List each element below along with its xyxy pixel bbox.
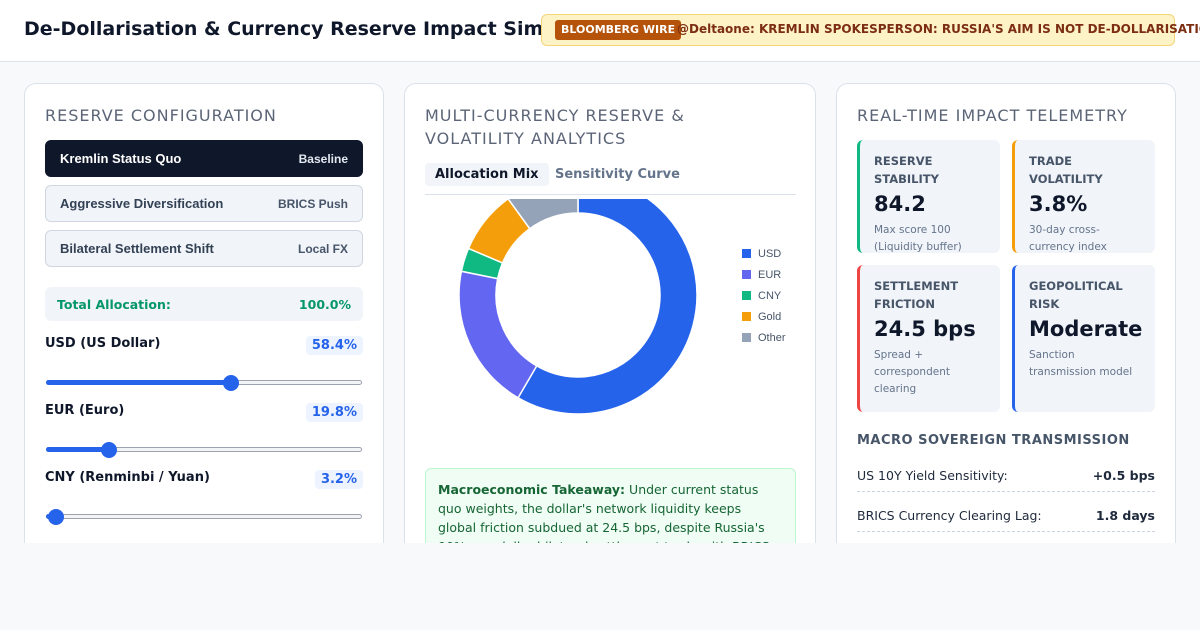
donut-chart: USD EUR CNY Gold Other xyxy=(458,199,786,415)
telemetry-card: REAL-TIME IMPACT TELEMETRY RESERVE STABI… xyxy=(836,83,1176,543)
tab[interactable]: Sensitivity Curve xyxy=(555,167,680,182)
scenario-name: Kremlin Status Quo xyxy=(60,151,182,166)
donut-slice xyxy=(458,270,538,399)
slider-label: USD (US Dollar) xyxy=(45,336,161,351)
metric-value: 24.5 bps xyxy=(874,317,976,341)
slider-fill xyxy=(46,380,231,385)
tab-divider xyxy=(425,194,796,195)
takeaway-label: Macroeconomic Takeaway: xyxy=(438,482,626,497)
scenario-button[interactable]: Kremlin Status Quo Baseline xyxy=(45,140,363,177)
app-title: De-Dollarisation & Currency Reserve Impa… xyxy=(24,18,608,40)
scenario-tag: Baseline xyxy=(298,151,348,166)
slider-value: 19.8% xyxy=(305,403,363,422)
legend-label: Gold xyxy=(758,311,781,323)
legend-swatch xyxy=(742,312,751,321)
metric-label: TRADE VOLATILITY xyxy=(1029,154,1103,186)
metric-note: Sanction transmission model xyxy=(1029,349,1133,378)
legend-swatch xyxy=(742,333,751,342)
card-title: REAL-TIME IMPACT TELEMETRY xyxy=(857,106,1128,125)
metric-note: Max score 100 (Liquidity buffer) xyxy=(874,224,962,253)
metric-label: GEOPOLITICAL RISK xyxy=(1029,279,1123,311)
news-banner: BLOOMBERG WIRE @Deltaone: KREMLIN SPOKES… xyxy=(541,14,1200,46)
news-ticker[interactable]: @Deltaone: KREMLIN SPOKESPERSON: RUSSIA'… xyxy=(677,22,1200,36)
card-title: RESERVE CONFIGURATION xyxy=(45,106,277,125)
slider-thumb[interactable] xyxy=(48,509,65,525)
metric-value: Moderate xyxy=(1029,317,1143,341)
metric-note: 30-day cross-currency index xyxy=(1029,224,1107,253)
takeaway-text: Under current status quo weights, the do… xyxy=(438,482,770,543)
slider-thumb[interactable] xyxy=(222,375,239,391)
donut-slice xyxy=(467,199,531,264)
total-value: 100.0% xyxy=(298,296,351,312)
total-allocation: Total Allocation: 100.0% xyxy=(45,287,363,321)
metric: TRADE VOLATILITY 3.8% 30-day cross-currenc… xyxy=(1012,140,1155,253)
tab-active[interactable]: Allocation Mix xyxy=(425,163,549,186)
macro-row: US 10Y Yield Sensitivity: +0.5 bps xyxy=(857,468,1155,492)
legend-swatch xyxy=(742,270,751,279)
metric-note: Spread + correspondent clearing xyxy=(874,349,950,395)
row-label: US 10Y Yield Sensitivity: xyxy=(857,468,1008,483)
slider-track[interactable] xyxy=(46,514,362,519)
legend-swatch xyxy=(742,291,751,300)
legend-swatch xyxy=(742,249,751,258)
slider-value: 58.4% xyxy=(305,336,363,355)
slider-label: EUR (Euro) xyxy=(45,403,125,418)
header: De-Dollarisation & Currency Reserve Impa… xyxy=(0,0,1200,62)
analytics-card: MULTI-CURRENCY RESERVE & VOLATILITY ANAL… xyxy=(404,83,816,543)
scenario-tag: Local FX xyxy=(297,241,348,256)
slider-label: CNY (Renminbi / Yuan) xyxy=(45,470,210,485)
metric-value: 3.8% xyxy=(1029,192,1088,216)
card-title: MULTI-CURRENCY RESERVE & VOLATILITY ANAL… xyxy=(425,106,685,148)
slider-thumb[interactable] xyxy=(100,442,117,458)
row-value: +0.5 bps xyxy=(1092,468,1155,483)
row-label: BRICS Currency Clearing Lag: xyxy=(857,508,1042,523)
metric: RESERVE STABILITY 84.2 Max score 100 (Liqu… xyxy=(857,140,1000,253)
row-value: 1.8 days xyxy=(1095,508,1155,523)
scenario-name: Aggressive Diversification xyxy=(60,196,224,211)
config-card: RESERVE CONFIGURATION Kremlin Status Quo… xyxy=(24,83,384,543)
metric-value: 84.2 xyxy=(874,192,926,216)
legend-label: USD xyxy=(758,248,781,260)
total-label: Total Allocation: xyxy=(57,296,171,312)
legend-label: CNY xyxy=(758,290,782,302)
scenario-button[interactable]: Aggressive Diversification BRICS Push xyxy=(45,185,363,222)
scenario-button[interactable]: Bilateral Settlement Shift Local FX xyxy=(45,230,363,267)
legend-label: Other xyxy=(758,332,786,344)
macro-row: BRICS Currency Clearing Lag: 1.8 days xyxy=(857,508,1155,532)
metric-label: RESERVE STABILITY xyxy=(874,154,939,186)
scenario-name: Bilateral Settlement Shift xyxy=(60,241,214,256)
news-badge: BLOOMBERG WIRE xyxy=(555,20,682,40)
metric: SETTLEMENT FRICTION 24.5 bps Spread + corr… xyxy=(857,265,1000,412)
donut-slice xyxy=(507,199,579,230)
legend-label: EUR xyxy=(758,269,781,281)
slider-fill xyxy=(46,447,109,452)
donut-slice xyxy=(517,199,698,415)
dashboard: RESERVE CONFIGURATION Kremlin Status Quo… xyxy=(0,83,1200,543)
slider-value: 3.2% xyxy=(314,470,363,489)
metric: GEOPOLITICAL RISK Moderate Sanction transm… xyxy=(1012,265,1155,412)
takeaway: Macroeconomic Takeaway: Under current st… xyxy=(425,468,796,543)
scenario-tag: BRICS Push xyxy=(277,196,348,211)
metric-label: SETTLEMENT FRICTION xyxy=(874,279,959,311)
section-title: MACRO SOVEREIGN TRANSMISSION xyxy=(857,433,1130,448)
